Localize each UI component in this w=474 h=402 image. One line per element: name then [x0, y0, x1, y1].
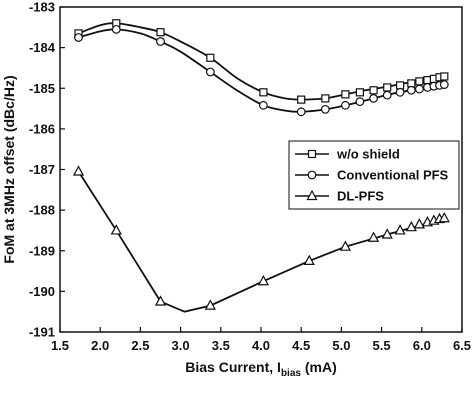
data-point — [395, 87, 405, 97]
y-tick-label: -187 — [29, 162, 55, 177]
data-point — [205, 67, 215, 77]
x-axis-label-subscript: bias — [281, 368, 301, 379]
chart-figure: 1.5 2.0 2.5 3.0 3.5 4.0 4.5 5.0 5.5 6.0 6.5 -183 -18… — [1, 0, 471, 379]
legend-entry: Conventional PFS — [295, 168, 449, 183]
data-point — [156, 28, 165, 37]
legend-entry: DL-PFS — [295, 189, 384, 204]
x-tick-label: 4.0 — [252, 338, 270, 353]
y-tick-label: -189 — [29, 243, 55, 258]
data-point — [440, 72, 449, 81]
legend-label: DL-PFS — [337, 189, 384, 204]
series-line — [77, 171, 447, 313]
legend-entry: w/o shield — [295, 147, 400, 162]
x-tick-label: 5.0 — [332, 338, 350, 353]
data-point — [110, 224, 122, 235]
x-axis-label-main: Bias Current, I — [185, 359, 281, 375]
data-point — [206, 53, 215, 62]
data-point — [303, 254, 315, 266]
x-tick-label: 6.5 — [453, 338, 471, 353]
legend-marker — [307, 149, 317, 159]
x-tick-label: 3.0 — [172, 338, 190, 353]
y-axis-label: FoM at 3MHz offset (dBc/Hz) — [1, 75, 17, 263]
data-point — [407, 79, 416, 88]
series-circle — [74, 24, 449, 117]
data-point — [204, 299, 216, 310]
ticks-layer: 1.5 2.0 2.5 3.0 3.5 4.0 4.5 5.0 5.5 6.0 6.5 -183 -18… — [29, 0, 471, 353]
data-point — [296, 107, 306, 117]
data-point — [259, 100, 268, 110]
data-point — [439, 80, 449, 89]
data-point — [415, 77, 424, 86]
data-point — [383, 83, 392, 92]
data-point — [413, 218, 425, 229]
series-square — [74, 19, 449, 104]
data-point — [321, 94, 330, 103]
legend: w/o shield Conventional PFS DL-PFS — [288, 140, 460, 210]
data-point — [259, 88, 268, 97]
data-point — [438, 211, 450, 223]
data-point — [341, 100, 350, 110]
x-tick-label: 2.0 — [91, 338, 109, 353]
legend-marker — [307, 170, 317, 180]
x-axis-label-unit: (mA) — [301, 359, 337, 375]
data-point — [394, 224, 406, 235]
y-tick-label: -185 — [29, 81, 55, 96]
y-tick-label: -186 — [29, 121, 55, 136]
data-point — [414, 84, 424, 94]
data-point — [339, 240, 352, 251]
x-tick-label: 1.5 — [51, 338, 69, 353]
data-point — [367, 231, 380, 242]
x-tick-label: 3.5 — [212, 338, 230, 353]
data-point — [320, 104, 330, 114]
data-point — [369, 94, 378, 103]
legend-label: Conventional PFS — [337, 168, 449, 183]
caption-strip — [0, 392, 474, 402]
data-point — [382, 90, 392, 100]
series-layer — [72, 19, 450, 313]
x-axis-label: Bias Current, Ibias (mA) — [185, 359, 337, 379]
x-tick-label: 5.5 — [373, 338, 391, 353]
data-point — [111, 24, 121, 34]
data-point — [355, 97, 365, 107]
legend-marker — [306, 189, 318, 201]
data-point — [355, 88, 364, 97]
y-tick-label: -184 — [29, 40, 56, 55]
data-point — [257, 274, 270, 286]
data-point — [156, 37, 165, 46]
x-tick-label: 4.5 — [292, 338, 310, 353]
series-triangle — [72, 165, 450, 313]
y-tick-label: -183 — [29, 0, 55, 15]
y-tick-label: -190 — [29, 284, 55, 299]
data-point — [395, 81, 405, 90]
legend-label: w/o shield — [336, 147, 400, 162]
data-point — [154, 295, 167, 306]
data-point — [297, 95, 306, 104]
x-tick-label: 6.0 — [413, 338, 431, 353]
data-point — [406, 85, 416, 95]
data-point — [72, 165, 85, 176]
data-point — [381, 228, 393, 239]
data-point — [74, 33, 83, 42]
series-line — [78, 28, 447, 113]
y-tick-label: -188 — [29, 203, 55, 218]
y-tick-label: -191 — [29, 325, 55, 340]
data-point — [405, 220, 417, 232]
data-point — [369, 86, 378, 95]
data-point — [341, 90, 350, 99]
x-tick-label: 2.5 — [131, 338, 149, 353]
